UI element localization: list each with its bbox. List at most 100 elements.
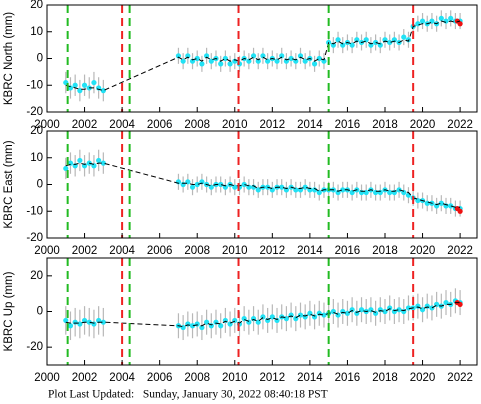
x-tick-label: 2002 bbox=[72, 119, 98, 131]
data-point bbox=[302, 58, 308, 64]
x-tick-label: 2006 bbox=[147, 245, 173, 257]
data-point bbox=[241, 181, 247, 188]
x-tick-label: 2018 bbox=[372, 119, 398, 131]
data-point bbox=[213, 319, 219, 325]
x-tick-label: 2016 bbox=[335, 119, 361, 131]
data-point bbox=[302, 184, 308, 190]
data-point bbox=[297, 53, 304, 59]
y-tick-label: 10 bbox=[30, 26, 43, 38]
x-tick-label: 2010 bbox=[222, 119, 248, 131]
data-point bbox=[72, 319, 78, 325]
data-point bbox=[100, 319, 106, 325]
data-point bbox=[81, 82, 88, 88]
y-axis-label: KBRC North (mm) bbox=[3, 12, 15, 105]
data-point bbox=[288, 55, 294, 62]
x-tick-label: 2008 bbox=[184, 119, 210, 131]
x-tick-label: 2004 bbox=[109, 245, 135, 257]
plot-area bbox=[63, 5, 463, 112]
data-point bbox=[419, 18, 426, 24]
x-tick-label: 2006 bbox=[147, 119, 173, 131]
x-tick-label: 2004 bbox=[109, 119, 135, 131]
data-point bbox=[222, 55, 228, 62]
data-point bbox=[354, 37, 360, 43]
data-point bbox=[77, 321, 83, 327]
data-point bbox=[321, 312, 327, 318]
data-point bbox=[255, 187, 261, 193]
data-point bbox=[377, 307, 383, 313]
data-point bbox=[340, 42, 346, 48]
y-tick-label: -20 bbox=[26, 232, 43, 244]
data-point bbox=[311, 61, 318, 67]
y-tick-label: 20 bbox=[30, 125, 43, 137]
data-point bbox=[401, 34, 407, 40]
y-tick-label: -10 bbox=[26, 79, 43, 91]
data-point bbox=[335, 37, 341, 43]
data-point bbox=[175, 53, 182, 59]
x-tick-label: 2000 bbox=[34, 119, 60, 131]
model-line bbox=[65, 20, 461, 92]
data-point bbox=[260, 53, 266, 59]
y-tick-label: 0 bbox=[37, 306, 43, 318]
data-point bbox=[448, 15, 454, 21]
data-point bbox=[279, 53, 285, 59]
data-point bbox=[391, 308, 397, 315]
x-tick-label: 2014 bbox=[297, 119, 323, 131]
model-line bbox=[65, 302, 461, 328]
data-point bbox=[316, 55, 322, 62]
data-point bbox=[373, 39, 379, 46]
data-point bbox=[396, 187, 402, 193]
data-point bbox=[67, 323, 74, 329]
y-axis-label: KBRC Up (mm) bbox=[3, 271, 15, 351]
data-point bbox=[429, 305, 435, 311]
x-tick-label: 2008 bbox=[184, 245, 210, 257]
data-point bbox=[396, 307, 402, 313]
data-point bbox=[86, 319, 92, 325]
x-tick-label: 2008 bbox=[184, 372, 210, 384]
x-tick-label: 2020 bbox=[410, 245, 436, 257]
data-point bbox=[185, 53, 191, 59]
plot-area bbox=[63, 131, 463, 238]
data-point bbox=[438, 15, 444, 21]
data-point bbox=[250, 53, 257, 59]
data-point bbox=[180, 324, 186, 331]
data-point bbox=[255, 58, 261, 64]
data-point bbox=[77, 88, 83, 94]
data-point bbox=[63, 165, 69, 172]
y-tick-label: 20 bbox=[30, 0, 43, 11]
data-point bbox=[194, 181, 200, 188]
y-tick-label: 20 bbox=[30, 270, 43, 282]
x-tick-label: 2012 bbox=[260, 372, 286, 384]
data-point bbox=[443, 18, 449, 24]
data-point bbox=[424, 200, 430, 206]
x-tick-label: 2022 bbox=[447, 119, 473, 131]
plot-area bbox=[63, 258, 463, 365]
data-point bbox=[246, 58, 252, 64]
y-tick-label: -20 bbox=[26, 341, 43, 353]
x-tick-label: 2022 bbox=[447, 372, 473, 384]
data-point bbox=[194, 55, 200, 62]
x-tick-label: 2020 bbox=[410, 372, 436, 384]
x-tick-label: 2016 bbox=[335, 245, 361, 257]
data-point bbox=[180, 181, 186, 188]
data-point bbox=[438, 200, 444, 206]
data-point bbox=[218, 181, 224, 188]
x-tick-label: 2012 bbox=[260, 245, 286, 257]
data-point bbox=[255, 319, 261, 325]
data-point bbox=[180, 58, 186, 64]
data-point bbox=[72, 82, 78, 88]
data-point bbox=[316, 310, 322, 316]
data-point bbox=[91, 79, 97, 86]
x-tick-label: 2006 bbox=[147, 372, 173, 384]
data-point bbox=[204, 53, 210, 59]
data-point bbox=[250, 184, 257, 190]
x-tick-label: 2014 bbox=[297, 372, 323, 384]
data-point bbox=[340, 308, 346, 315]
data-point bbox=[100, 88, 106, 94]
x-tick-label: 2012 bbox=[260, 119, 286, 131]
data-point bbox=[199, 324, 205, 331]
x-tick-label: 2000 bbox=[34, 245, 60, 257]
data-point bbox=[189, 184, 196, 190]
x-tick-label: 2014 bbox=[297, 245, 323, 257]
data-point bbox=[100, 160, 106, 166]
